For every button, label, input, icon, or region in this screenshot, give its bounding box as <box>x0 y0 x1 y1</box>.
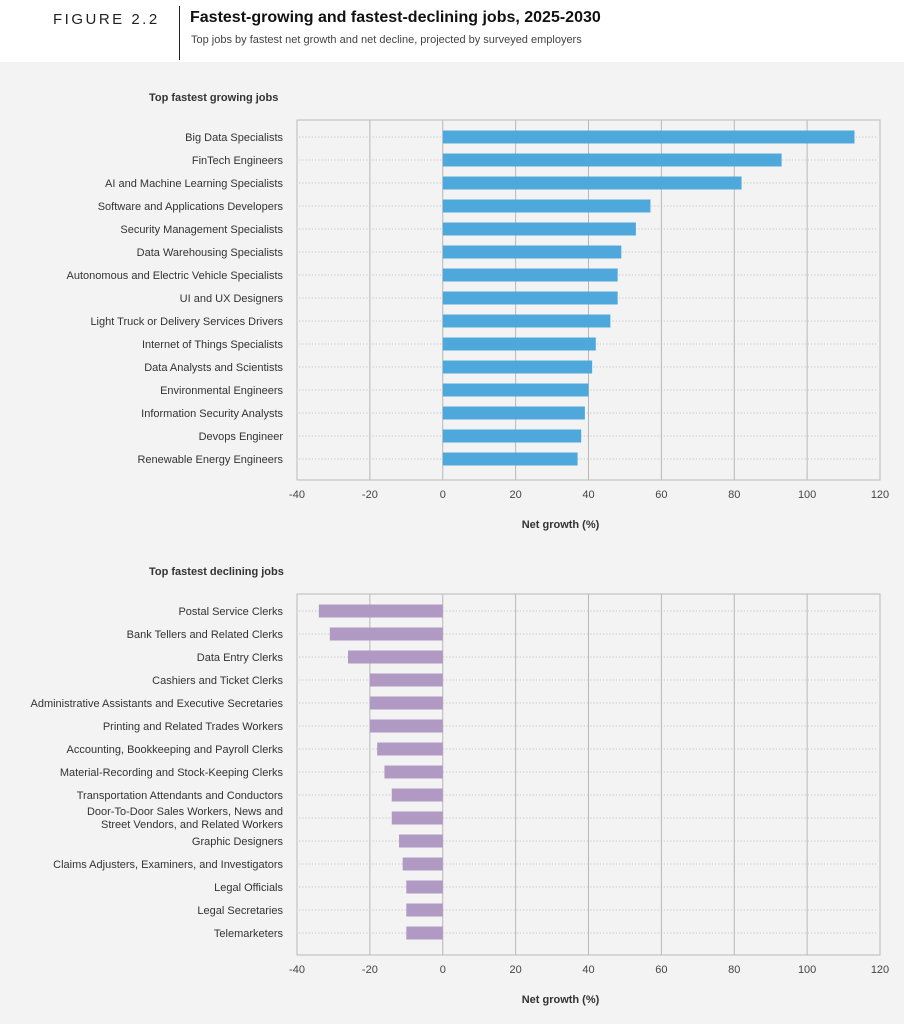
bar <box>402 857 443 871</box>
category-label: Information Security Analysts <box>141 408 283 420</box>
x-tick-label: -40 <box>289 489 305 501</box>
x-tick-label: 80 <box>728 964 740 976</box>
bar <box>442 222 636 236</box>
bar <box>442 291 618 305</box>
category-label-line: Street Vendors, and Related Workers <box>101 819 284 831</box>
bar <box>442 337 596 351</box>
category-label: Legal Officials <box>214 882 283 894</box>
x-tick-label: 120 <box>871 964 889 976</box>
category-label: Internet of Things Specialists <box>142 339 284 351</box>
x-tick-label: 100 <box>798 964 816 976</box>
category-label: Printing and Related Trades Workers <box>103 721 284 733</box>
category-label: Autonomous and Electric Vehicle Speciali… <box>67 270 284 282</box>
category-label-line: Door-To-Door Sales Workers, News and <box>87 806 283 818</box>
category-label: Bank Tellers and Related Clerks <box>127 629 284 641</box>
category-label: Claims Adjusters, Examiners, and Investi… <box>53 859 283 871</box>
x-axis-title: Net growth (%) <box>522 519 600 531</box>
chart-title: Top fastest growing jobs <box>149 92 278 104</box>
bar <box>442 176 742 190</box>
x-tick-label: 120 <box>871 489 889 501</box>
bar <box>406 903 443 917</box>
category-label: Light Truck or Delivery Services Drivers <box>90 316 283 328</box>
bar <box>442 245 622 259</box>
bar <box>442 130 855 144</box>
x-axis-title: Net growth (%) <box>522 994 600 1006</box>
x-tick-label: 20 <box>510 964 522 976</box>
bar <box>391 788 443 802</box>
category-label: Security Management Specialists <box>120 224 283 236</box>
bar <box>329 627 443 641</box>
x-tick-label: 100 <box>798 489 816 501</box>
category-label: Material-Recording and Stock-Keeping Cle… <box>60 767 284 779</box>
bar <box>406 880 443 894</box>
category-label: FinTech Engineers <box>192 155 284 167</box>
category-label: Transportation Attendants and Conductors <box>77 790 284 802</box>
bar <box>384 765 443 779</box>
figure-subtitle: Top jobs by fastest net growth and net d… <box>191 34 582 46</box>
bar <box>369 719 443 733</box>
x-tick-label: 60 <box>655 489 667 501</box>
bar <box>348 650 443 664</box>
chart-title: Top fastest declining jobs <box>149 566 284 578</box>
category-label: Big Data Specialists <box>185 132 283 144</box>
bar <box>442 314 611 328</box>
x-tick-label: 60 <box>655 964 667 976</box>
x-tick-label: 20 <box>510 489 522 501</box>
bar <box>442 153 782 167</box>
x-tick-label: -40 <box>289 964 305 976</box>
figure-header: FIGURE 2.2 Fastest-growing and fastest-d… <box>0 0 904 62</box>
bar <box>442 452 578 466</box>
category-label: Data Analysts and Scientists <box>144 362 283 374</box>
bar <box>442 360 593 374</box>
header-divider <box>179 6 180 60</box>
category-label: Data Entry Clerks <box>197 652 284 664</box>
chart-panel <box>0 62 904 1024</box>
category-label: Graphic Designers <box>192 836 284 848</box>
category-label: Renewable Energy Engineers <box>137 454 283 466</box>
x-tick-label: -20 <box>362 964 378 976</box>
x-tick-label: 40 <box>582 964 594 976</box>
category-label: Telemarketers <box>214 928 284 940</box>
category-label: AI and Machine Learning Specialists <box>105 178 283 190</box>
category-label: Environmental Engineers <box>160 385 283 397</box>
bar <box>442 268 618 282</box>
x-tick-label: 0 <box>440 489 446 501</box>
category-label: UI and UX Designers <box>180 293 284 305</box>
x-tick-label: 80 <box>728 489 740 501</box>
category-label: Data Warehousing Specialists <box>137 247 284 259</box>
category-label: Devops Engineer <box>199 431 284 443</box>
figure-label: FIGURE 2.2 <box>53 11 160 28</box>
figure-title: Fastest-growing and fastest-declining jo… <box>190 9 601 26</box>
bar <box>442 406 585 420</box>
bar <box>399 834 443 848</box>
category-label: Door-To-Door Sales Workers, News and Stre… <box>87 806 284 831</box>
category-label: Legal Secretaries <box>197 905 283 917</box>
category-label: Administrative Assistants and Executive … <box>30 698 283 710</box>
bar <box>442 383 589 397</box>
bar <box>406 926 443 940</box>
category-label: Cashiers and Ticket Clerks <box>152 675 283 687</box>
x-tick-label: -20 <box>362 489 378 501</box>
bar <box>369 696 443 710</box>
bar <box>442 199 651 213</box>
bar <box>369 673 443 687</box>
category-label: Accounting, Bookkeeping and Payroll Cler… <box>67 744 284 756</box>
bar <box>391 811 443 825</box>
x-tick-label: 0 <box>440 964 446 976</box>
x-tick-label: 40 <box>582 489 594 501</box>
bar <box>442 429 582 443</box>
category-label: Software and Applications Developers <box>98 201 284 213</box>
category-label: Postal Service Clerks <box>178 606 283 618</box>
bar <box>318 604 443 618</box>
bar <box>377 742 443 756</box>
